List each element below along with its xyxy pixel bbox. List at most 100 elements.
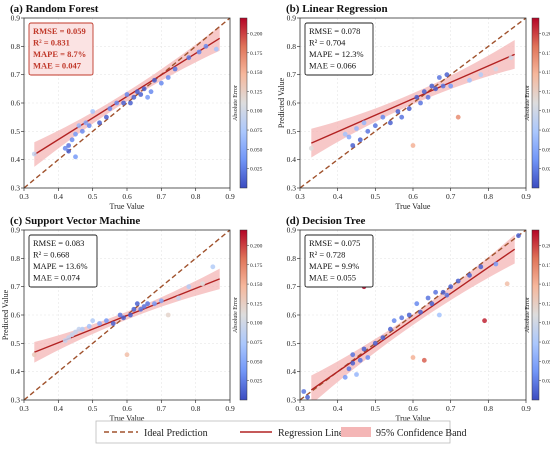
colorbar-tick-label: 0.150	[542, 282, 550, 288]
data-point	[467, 272, 472, 278]
y-tick-label: 0.8	[11, 254, 21, 263]
data-point	[152, 77, 157, 83]
data-point	[73, 329, 78, 335]
y-tick-label: 0.7	[11, 70, 21, 79]
panel-title: (b) Linear Regression	[286, 3, 388, 15]
regression-line	[311, 53, 515, 144]
data-point	[508, 55, 514, 61]
data-point	[97, 120, 102, 126]
colorbar-tick-label: 0.075	[542, 340, 550, 346]
data-point	[131, 94, 137, 100]
data-point	[203, 43, 209, 49]
x-tick-label: 0.5	[88, 192, 98, 201]
data-point	[391, 318, 397, 324]
colorbar-tick-label: 0.050	[250, 147, 263, 153]
x-tick-label: 0.7	[446, 192, 456, 201]
colorbar-tick-label: 0.175	[542, 51, 550, 57]
colorbar-tick-label: 0.175	[250, 263, 263, 269]
colorbar-tick-label: 0.125	[250, 301, 263, 307]
ideal-prediction-line	[300, 230, 526, 400]
data-point	[66, 143, 72, 148]
data-point	[305, 394, 310, 400]
data-point	[478, 72, 484, 78]
data-point	[152, 301, 157, 307]
data-point	[186, 284, 192, 290]
data-point	[516, 233, 521, 239]
colorbar	[239, 17, 248, 189]
data-point	[346, 134, 352, 140]
x-axis-label: True Value	[110, 202, 145, 211]
x-tick-label: 0.5	[88, 404, 98, 413]
y-tick-label: 0.8	[11, 42, 21, 51]
colorbar-tick-label: 0.125	[542, 89, 550, 95]
data-point	[436, 75, 442, 80]
legend-band-label: 95% Confidence Band	[376, 428, 467, 439]
colorbar-tick-label: 0.150	[250, 70, 263, 76]
data-point	[365, 128, 371, 134]
legend: Ideal Prediction Regression Line 95% Con…	[95, 420, 467, 444]
x-tick-label: 0.6	[408, 192, 418, 201]
x-axis-label: True Value	[110, 414, 145, 423]
metrics-box	[304, 22, 374, 76]
data-point	[444, 72, 450, 78]
colorbar-tick-label: 0.125	[250, 89, 263, 95]
y-tick-label: 0.6	[11, 99, 21, 108]
colorbar-tick-label: 0.200	[250, 31, 263, 37]
data-point	[31, 352, 37, 358]
panel-title: (d) Decision Tree	[286, 215, 366, 227]
colorbar-tick-label: 0.125	[542, 301, 550, 307]
data-point	[134, 301, 140, 307]
y-tick-label: 0.9	[287, 14, 297, 23]
x-tick-label: 0.8	[484, 192, 494, 201]
metrics-box	[28, 22, 94, 76]
data-point	[357, 137, 363, 143]
data-point	[79, 326, 85, 332]
data-point	[131, 306, 137, 312]
data-point	[66, 335, 72, 341]
colorbar-tick-label: 0.100	[542, 321, 550, 327]
data-point	[76, 326, 82, 332]
metric-text: R² = 0.728	[309, 250, 345, 260]
data-point	[388, 120, 393, 126]
x-tick-label: 0.4	[54, 192, 64, 201]
y-tick-label: 0.9	[11, 226, 21, 235]
ideal-prediction-line	[24, 18, 230, 188]
metric-text: MAE = 0.055	[309, 273, 356, 283]
colorbar-label: Absolute Error	[233, 85, 239, 121]
data-point	[440, 289, 446, 295]
regression-line	[310, 248, 516, 391]
y-tick-label: 0.7	[11, 282, 21, 291]
x-tick-label: 0.3	[295, 192, 305, 201]
colorbar-tick-label: 0.150	[542, 70, 550, 76]
panel-linear-regression: 0.3 0.4 0.5 0.6 0.7 0.8 0.9 0.3 0.4 0.5 0.6 0.7 0.8 0…	[277, 3, 550, 211]
y-tick-label: 0.5	[11, 127, 21, 136]
colorbar-tick-label: 0.175	[542, 263, 550, 269]
metric-text: RMSE = 0.059	[33, 26, 86, 36]
x-tick-label: 0.8	[484, 404, 494, 413]
data-point	[399, 315, 405, 321]
metric-text: R² = 0.704	[309, 38, 346, 48]
metric-text: MAPE = 12.3%	[309, 49, 364, 59]
data-point	[342, 131, 348, 137]
data-point	[414, 94, 420, 100]
ideal-prediction-line	[24, 230, 230, 400]
x-tick-label: 0.9	[521, 404, 531, 413]
data-point	[418, 100, 423, 106]
x-tick-label: 0.6	[122, 192, 132, 201]
colorbar-tick-label: 0.200	[250, 243, 263, 249]
data-point	[104, 318, 109, 324]
colorbar-label: Absolute Error	[525, 85, 531, 121]
data-point	[399, 114, 405, 120]
y-tick-label: 0.6	[287, 311, 297, 320]
data-point	[414, 301, 420, 307]
colorbar-tick-label: 0.050	[542, 359, 550, 365]
data-point	[482, 318, 487, 324]
x-tick-label: 0.8	[191, 192, 201, 201]
y-tick-label: 0.5	[287, 127, 297, 136]
data-point	[186, 55, 192, 61]
colorbar-tick-label: 0.175	[250, 51, 263, 57]
colorbar-tick-label: 0.200	[542, 243, 550, 249]
legend-ideal-label: Ideal Prediction	[144, 428, 208, 439]
data-point	[69, 137, 75, 143]
data-point	[145, 94, 151, 100]
